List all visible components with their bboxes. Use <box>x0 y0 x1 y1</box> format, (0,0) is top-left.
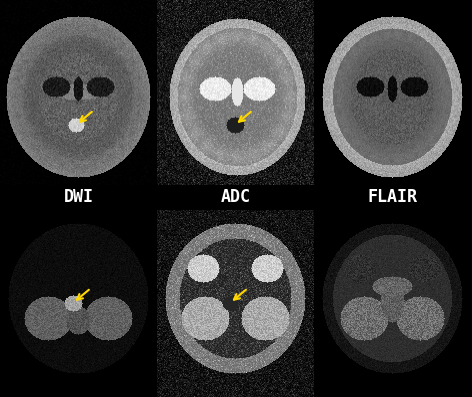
Text: FLAIR: FLAIR <box>368 189 418 206</box>
Text: DWI: DWI <box>64 189 93 206</box>
Text: ADC: ADC <box>220 189 251 206</box>
